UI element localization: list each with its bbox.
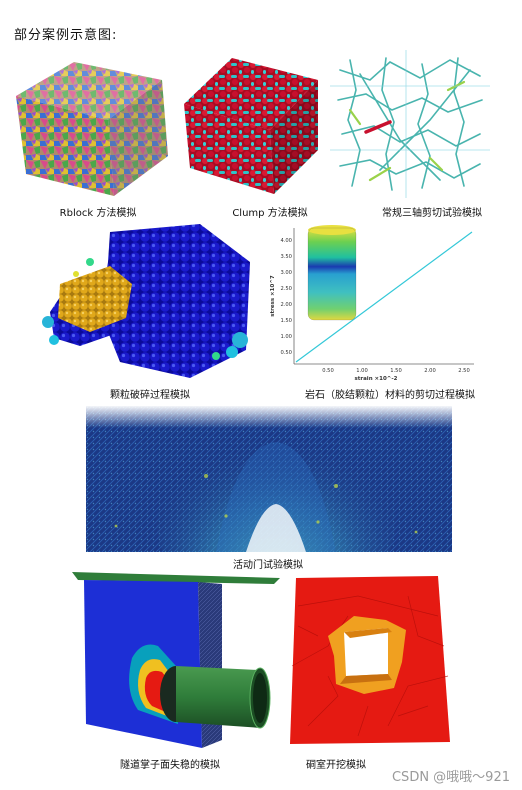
rock-shear-plot: 4.00 3.50 3.00 2.50 2.00 1.50 1.00 0.50 … [268,222,480,382]
y-tick: 1.00 [280,334,292,340]
trapdoor-caption: 活动门试验模拟 [233,560,303,571]
y-tick: 2.00 [280,302,292,308]
rock-specimen [307,225,357,321]
clump-figure [178,50,322,196]
tunnel-caption: 隧道掌子面失稳的模拟 [120,760,220,771]
clump-caption: Clump 方法模拟 [232,208,308,219]
y-tick: 0.50 [280,350,292,356]
rblock-caption: Rblock 方法模拟 [59,208,137,219]
plot-ylabel: stress ×10^7 [270,275,276,317]
x-tick: 1.50 [390,368,402,374]
csdn-watermark: CSDN @哦哦～921 [391,770,510,785]
plot-xlabel: strain ×10^-2 [354,376,397,382]
rblock-figure [12,48,176,198]
page-heading: 部分案例示意图: [14,28,118,43]
y-tick: 2.50 [280,286,292,292]
tunnel-figure [72,570,284,750]
crushing-figure [40,222,260,380]
y-tick: 3.00 [280,270,292,276]
y-tick: 4.00 [280,238,292,244]
cavern-caption: 硐室开挖模拟 [306,760,366,771]
x-tick: 2.50 [458,368,470,374]
y-tick: 3.50 [280,254,292,260]
x-tick: 2.00 [424,368,436,374]
stress-strain-curve [295,231,473,363]
rock-shear-caption: 岩石（胶结颗粒）材料的剪切过程模拟 [305,390,475,401]
trapdoor-figure [86,406,452,552]
triaxial-caption: 常规三轴剪切试验模拟 [382,208,482,219]
triaxial-figure [330,50,490,198]
x-tick: 1.00 [356,368,368,374]
y-tick: 1.50 [280,318,292,324]
x-tick: 0.50 [322,368,334,374]
crushing-caption: 颗粒破碎过程模拟 [110,390,190,401]
cavern-figure [288,576,452,746]
